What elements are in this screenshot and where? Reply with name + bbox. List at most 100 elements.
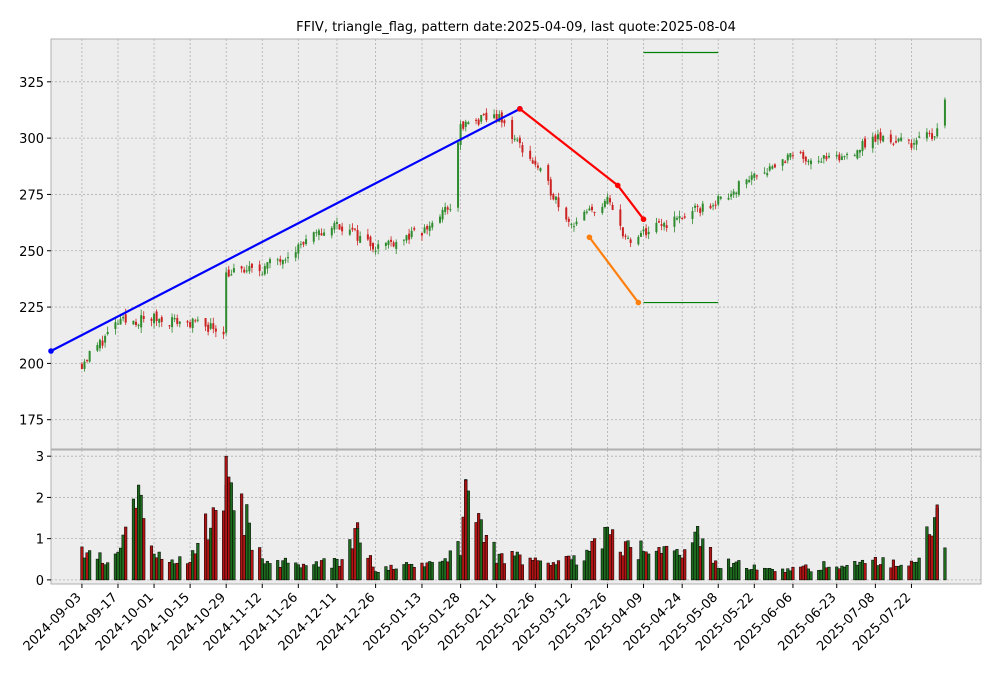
volume-bar: [304, 565, 308, 581]
candle-body: [897, 138, 900, 142]
candle-body: [230, 274, 233, 276]
volume-bar: [853, 561, 857, 581]
volume-bar: [446, 561, 450, 581]
candle-body: [423, 227, 426, 233]
volume-bar: [770, 569, 774, 581]
candle-body: [712, 205, 715, 207]
candle-body: [485, 112, 488, 121]
candle-body: [871, 136, 874, 149]
candle-body: [611, 204, 614, 210]
volume-bar: [662, 546, 666, 581]
candle-body: [910, 143, 913, 148]
candle-body: [936, 128, 939, 137]
volume-bar: [683, 549, 687, 581]
volume-bar: [149, 545, 154, 581]
volume-bar: [716, 568, 720, 581]
volume-bar: [124, 526, 128, 581]
candle-body: [750, 175, 753, 180]
candle-body: [536, 165, 539, 168]
candle-body: [320, 233, 323, 236]
volume-bar: [943, 547, 947, 581]
volume-bar: [193, 553, 197, 581]
volume-bar: [520, 564, 524, 581]
candle-body: [791, 155, 794, 157]
volume-spike-bar: [464, 479, 468, 581]
volume-bar: [428, 561, 432, 581]
candle-body: [601, 206, 604, 213]
candle-body: [846, 154, 849, 156]
candle-body: [122, 317, 125, 319]
volume-bar: [806, 568, 810, 581]
volume-bar: [518, 554, 522, 581]
candle-body: [768, 166, 771, 171]
volume-bar: [750, 569, 754, 581]
candle-body: [268, 259, 271, 264]
volume-bar: [477, 513, 481, 581]
candle-body: [730, 193, 733, 197]
candle-body: [114, 322, 117, 329]
candle-body: [420, 232, 423, 236]
price-tick-label: 275: [19, 188, 44, 203]
volume-bar: [881, 557, 885, 581]
volume-bar: [608, 534, 612, 581]
volume-bar: [250, 549, 254, 581]
volume-bar: [860, 559, 865, 581]
volume-bar: [461, 516, 465, 581]
candle-body: [135, 321, 138, 325]
volume-bar: [98, 552, 102, 581]
candle-body: [915, 140, 918, 145]
volume-bar: [701, 538, 705, 581]
candle-body: [864, 138, 867, 148]
overlay-point: [635, 299, 642, 306]
pattern-overlay-lines: [48, 51, 719, 354]
candle-body: [196, 319, 199, 321]
volume-bar: [459, 555, 463, 581]
candle-body: [637, 236, 640, 245]
volume-bar: [858, 561, 862, 581]
candle-body: [369, 236, 372, 247]
volume-bar: [590, 541, 594, 581]
candle-body: [284, 259, 287, 261]
volume-bar: [283, 557, 287, 581]
price-tick-label: 175: [19, 414, 44, 429]
volume-bar: [482, 542, 486, 581]
volume-bar: [629, 547, 633, 581]
candle-body: [629, 239, 632, 243]
candle-body: [913, 143, 916, 145]
candle-body: [119, 318, 122, 325]
candle-body: [691, 211, 694, 219]
candle-body: [624, 235, 627, 237]
candle-body: [155, 311, 158, 322]
candle-body: [714, 204, 717, 206]
volume-bar: [173, 563, 177, 581]
volume-bar: [227, 476, 231, 581]
volume-bar: [871, 559, 875, 581]
volume-bar: [206, 539, 210, 581]
candle-body: [353, 228, 356, 230]
volume-bar: [394, 568, 398, 581]
candle-body: [771, 166, 774, 169]
candle-body: [281, 260, 284, 265]
volume-bar: [353, 528, 357, 581]
candle-body: [856, 150, 859, 159]
candle-body: [498, 114, 501, 122]
volume-bar: [211, 507, 215, 581]
volume-bar: [368, 555, 372, 581]
candle-body: [678, 216, 681, 219]
candle-body: [232, 268, 235, 273]
candle-body: [874, 135, 877, 142]
volume-bar: [623, 541, 628, 581]
candle-body: [101, 340, 104, 346]
volume-bar: [732, 563, 736, 581]
volume-bar: [745, 567, 749, 581]
price-candles: [80, 97, 946, 372]
candle-body: [572, 226, 575, 228]
candle-body: [639, 232, 642, 237]
candle-body: [585, 211, 588, 213]
candle-body: [784, 161, 787, 164]
price-tick-label: 250: [19, 245, 44, 260]
volume-bar: [263, 563, 267, 581]
candle-body: [413, 228, 416, 230]
volume-bar: [103, 564, 107, 581]
volume-bar: [582, 560, 586, 581]
